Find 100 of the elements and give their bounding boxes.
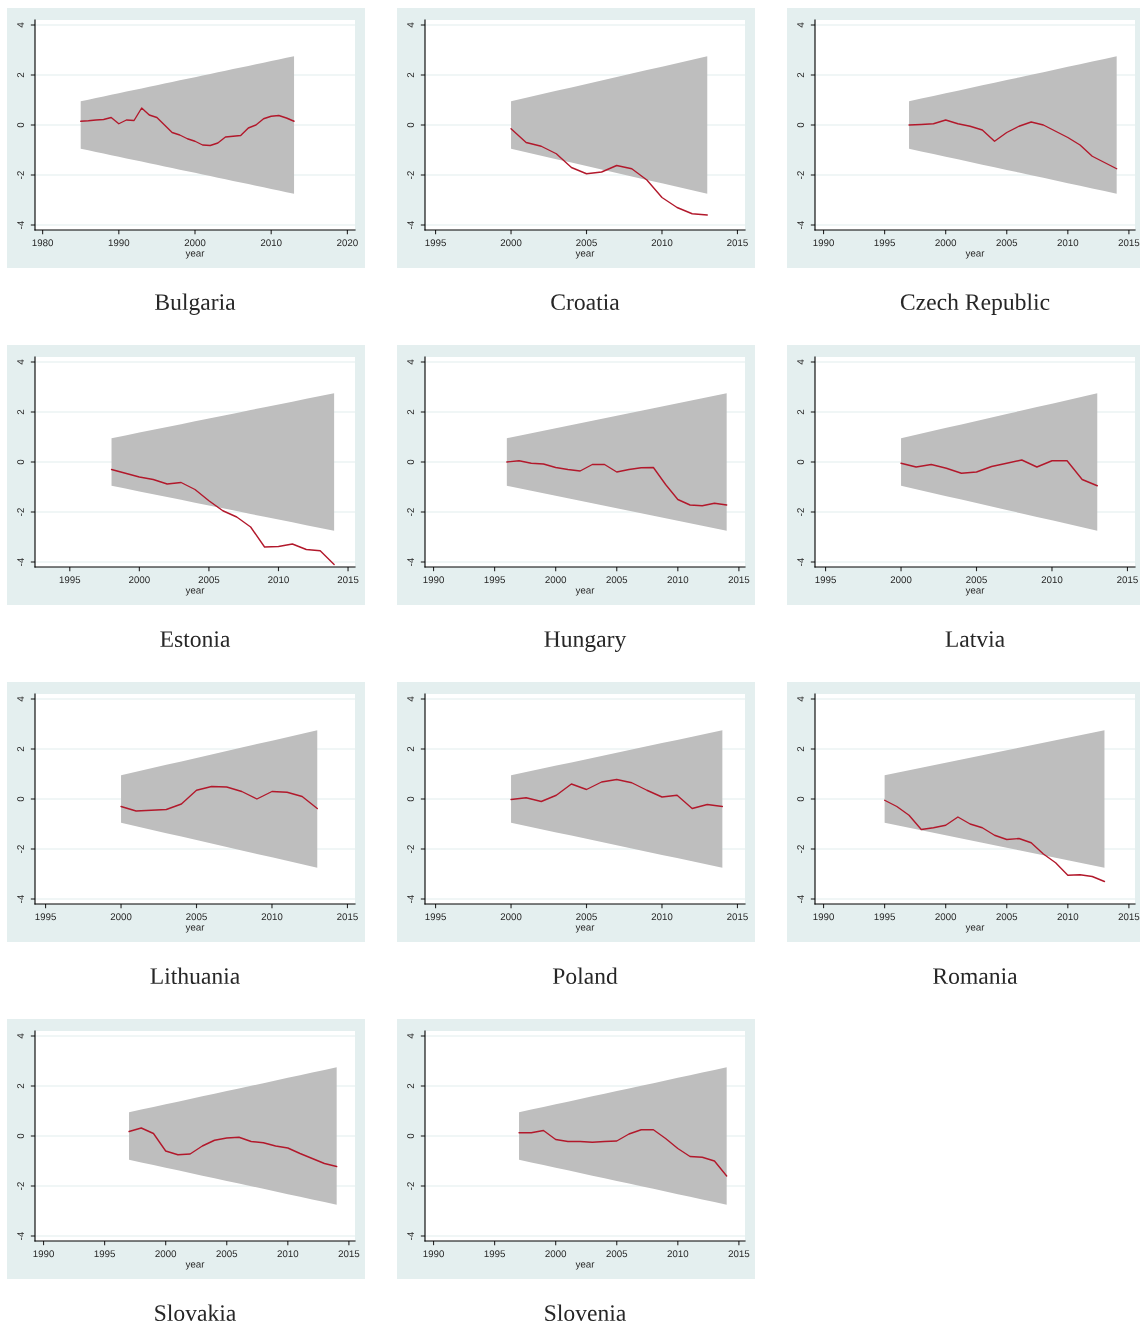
- y-tick-label: 2: [797, 746, 804, 752]
- y-tick-label: -2: [407, 508, 414, 516]
- y-tick-label: -2: [407, 1182, 414, 1190]
- x-axis-title: year: [575, 251, 595, 259]
- x-tick-label: 2015: [337, 913, 358, 921]
- x-tick-label: 2000: [129, 576, 150, 584]
- x-tick-label: 2015: [1118, 913, 1140, 921]
- y-tick-label: -4: [407, 220, 414, 229]
- y-tick-label: 0: [797, 796, 805, 802]
- x-tick-label: 2000: [545, 576, 567, 584]
- text: Hungary: [544, 631, 627, 652]
- y-tick-label: 0: [797, 459, 805, 465]
- y-tick-label: 0: [407, 796, 415, 802]
- x-tick-label: 2010: [667, 576, 689, 584]
- x-tick-label: 2005: [606, 1250, 628, 1258]
- y-tick-label: -4: [17, 557, 24, 566]
- y-tick-label: 4: [407, 22, 414, 28]
- text: Slovakia: [155, 1304, 236, 1322]
- x-tick-label: 2005: [996, 239, 1018, 247]
- x-tick-label: 1990: [423, 576, 444, 584]
- y-tick-label: -2: [407, 845, 414, 853]
- x-tick-label: 1990: [108, 239, 130, 247]
- x-tick-label: 2010: [1057, 239, 1079, 247]
- x-tick-label: 1995: [425, 913, 446, 921]
- y-tick-label: 2: [17, 1083, 24, 1089]
- text: Romania: [933, 968, 1018, 985]
- y-tick-label: 0: [407, 122, 415, 128]
- x-tick-label: 2015: [1118, 239, 1140, 247]
- y-tick-label: 0: [17, 1133, 25, 1139]
- x-tick-label: 1995: [59, 576, 81, 584]
- x-tick-label: 2020: [337, 239, 358, 247]
- x-tick-label: 2000: [935, 913, 957, 921]
- y-tick-label: -2: [17, 1182, 24, 1190]
- y-tick-label: 4: [17, 696, 24, 702]
- x-tick-label: 2005: [198, 576, 220, 584]
- x-tick-label: 1995: [94, 1250, 116, 1258]
- text: Poland: [552, 967, 618, 985]
- x-tick-label: 2010: [261, 913, 283, 921]
- text: Czech Republic: [900, 293, 1050, 315]
- text: Estonia: [160, 631, 231, 648]
- text: Latvia: [945, 631, 1005, 648]
- y-tick-label: -2: [797, 171, 804, 179]
- x-tick-label: 1995: [484, 1250, 506, 1258]
- x-tick-label: 2015: [338, 1250, 360, 1258]
- y-tick-label: -2: [17, 845, 24, 853]
- x-axis-title: year: [575, 1262, 595, 1270]
- x-tick-label: 2015: [1117, 576, 1138, 584]
- y-tick-label: -4: [17, 1231, 24, 1240]
- y-tick-label: 2: [797, 72, 804, 78]
- x-tick-label: 2000: [155, 1250, 177, 1258]
- y-tick-label: 4: [797, 22, 804, 28]
- x-tick-label: 2005: [216, 1250, 238, 1258]
- x-tick-label: 2000: [500, 913, 522, 921]
- y-tick-label: -2: [407, 171, 414, 179]
- x-axis-title: year: [575, 925, 595, 933]
- y-tick-label: -4: [407, 894, 414, 903]
- x-tick-label: 1995: [484, 576, 506, 584]
- y-tick-label: 2: [17, 746, 24, 752]
- text: Bulgaria: [155, 293, 236, 315]
- x-axis-title: year: [185, 251, 205, 259]
- y-tick-label: -4: [797, 894, 804, 903]
- y-tick-label: 0: [407, 459, 415, 465]
- y-tick-label: 0: [17, 459, 25, 465]
- x-axis-title: year: [185, 1262, 205, 1270]
- x-tick-label: 2015: [728, 1250, 750, 1258]
- x-tick-label: 2000: [935, 239, 957, 247]
- x-tick-label: 2010: [651, 239, 673, 247]
- y-tick-label: 4: [407, 696, 414, 702]
- x-tick-label: 2010: [1057, 913, 1079, 921]
- text: Lithuania: [150, 967, 240, 985]
- y-tick-label: 4: [797, 696, 804, 702]
- x-axis-title: year: [185, 925, 205, 933]
- y-tick-label: 2: [407, 746, 414, 752]
- x-tick-label: 2010: [260, 239, 282, 247]
- x-tick-label: 2015: [728, 576, 750, 584]
- y-tick-label: 0: [797, 122, 805, 128]
- y-tick-label: 2: [17, 409, 24, 415]
- x-tick-label: 2010: [277, 1250, 299, 1258]
- x-tick-label: 2005: [186, 913, 207, 921]
- y-tick-label: 4: [407, 1033, 414, 1039]
- text: Slovenia: [545, 1304, 626, 1322]
- x-tick-label: 2000: [890, 576, 912, 584]
- y-tick-label: 4: [407, 359, 414, 365]
- x-tick-label: 2000: [500, 239, 522, 247]
- x-tick-label: 2005: [996, 913, 1018, 921]
- y-tick-label: -4: [407, 557, 414, 566]
- x-tick-label: 2000: [184, 239, 206, 247]
- y-tick-label: 2: [407, 409, 414, 415]
- x-tick-label: 2000: [110, 913, 132, 921]
- y-tick-label: 2: [407, 1083, 414, 1089]
- text: Croatia: [551, 294, 620, 311]
- x-tick-label: 2010: [651, 913, 673, 921]
- x-tick-label: 1995: [35, 913, 56, 921]
- x-tick-label: 2010: [268, 576, 289, 584]
- x-tick-label: 1995: [425, 239, 446, 247]
- y-tick-label: 4: [797, 359, 804, 365]
- x-tick-label: 2005: [606, 576, 628, 584]
- y-tick-label: 4: [17, 359, 24, 365]
- x-axis-title: year: [575, 588, 595, 596]
- x-tick-label: 1990: [813, 239, 834, 247]
